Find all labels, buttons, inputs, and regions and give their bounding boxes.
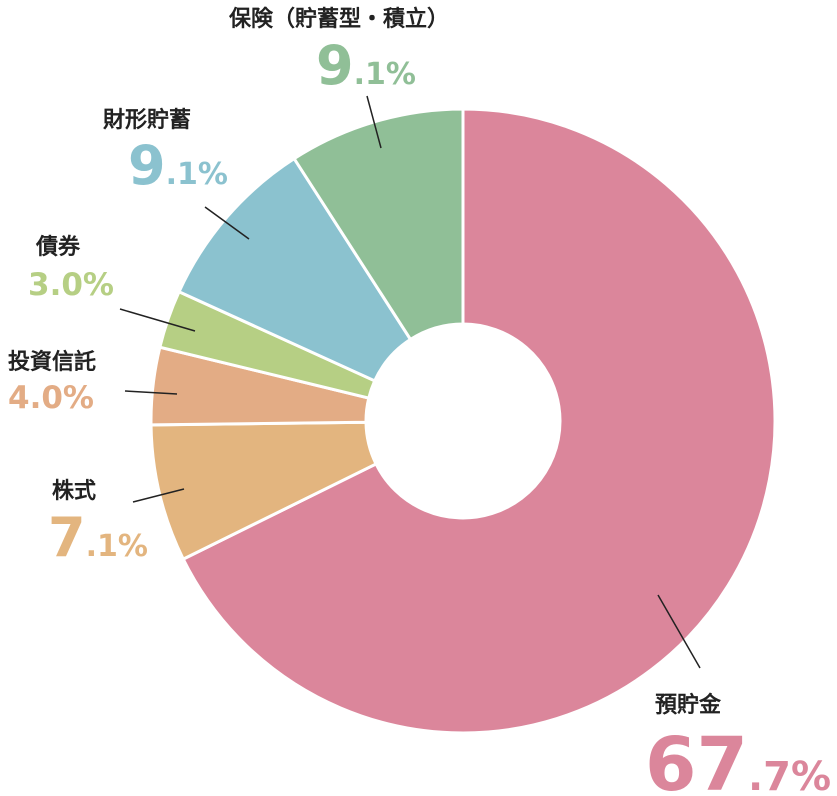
leader-line-3	[119, 308, 196, 332]
slice-label-4: 財形貯蓄	[103, 107, 191, 133]
slice-label-2: 投資信託	[8, 349, 96, 375]
slice-value-1: 7.1%	[48, 506, 148, 569]
leader-line-1	[132, 488, 185, 503]
slice-5	[292, 107, 465, 342]
slice-value-0: 67.7%	[645, 722, 831, 796]
leader-line-2	[124, 390, 178, 395]
slice-label-3: 債券	[35, 234, 81, 260]
slice-label-1: 株式	[52, 479, 96, 504]
leader-line-0	[657, 594, 701, 669]
slice-value-3: 3.0%	[28, 267, 114, 303]
slice-value-2: 4.0%	[8, 380, 94, 416]
slice-value-5: 9.1%	[316, 34, 416, 97]
slice-4	[177, 156, 413, 383]
slice-value-4: 9.1%	[128, 134, 228, 197]
leader-line-5	[366, 95, 382, 149]
slice-0	[181, 107, 777, 735]
slice-label-5: 保険（貯蓄型・積立）	[228, 6, 449, 32]
leader-line-4	[204, 206, 250, 240]
slice-label-0: 預貯金	[655, 692, 722, 718]
